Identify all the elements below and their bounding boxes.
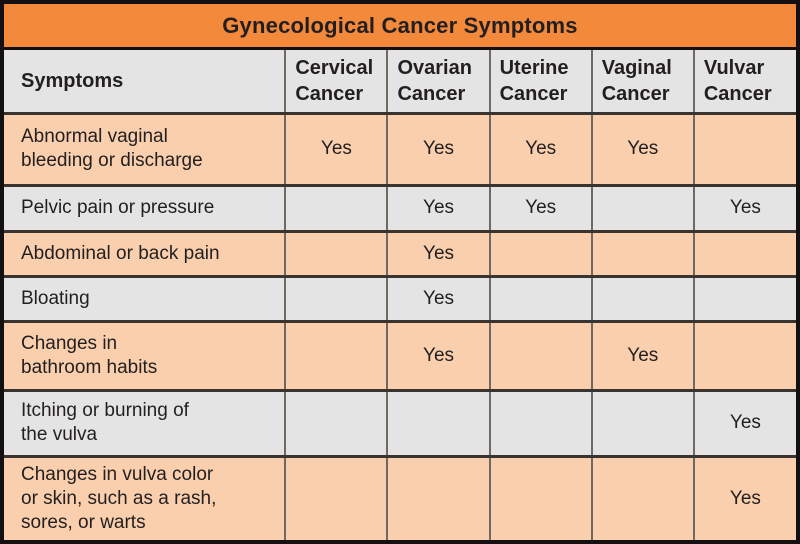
cell-vaginal-cancer (590, 231, 694, 276)
symptom-label: Pelvic pain or pressure (4, 185, 286, 231)
table-row: Abnormal vaginal bleeding or discharge Y… (4, 113, 796, 185)
cell-uterine-cancer (488, 276, 592, 321)
symptom-label: Abdominal or back pain (4, 231, 286, 276)
symptom-label: Abnormal vaginal bleeding or discharge (4, 113, 286, 185)
page-title: Gynecological Cancer Symptoms (222, 12, 578, 38)
cell-cervical-cancer (284, 276, 388, 321)
cell-ovarian-cancer: Yes (386, 185, 490, 231)
column-header-symptoms: Symptoms (4, 50, 286, 115)
cell-uterine-cancer (488, 390, 592, 456)
cell-ovarian-cancer: Yes (386, 113, 490, 185)
cell-vulvar-cancer: Yes (692, 185, 796, 231)
table-row: Changes in vulva color or skin, such as … (4, 456, 796, 540)
cell-vulvar-cancer: Yes (692, 456, 796, 540)
symptoms-table: Symptoms Cervical Cancer Ovarian Cancer Ut… (4, 50, 796, 540)
cell-vulvar-cancer (692, 276, 796, 321)
cell-uterine-cancer: Yes (488, 113, 592, 185)
column-header-cervical-cancer: Cervical Cancer (284, 50, 388, 115)
cell-cervical-cancer (284, 390, 388, 456)
cell-ovarian-cancer: Yes (386, 321, 490, 390)
cell-cervical-cancer (284, 231, 388, 276)
column-header-vaginal-cancer: Vaginal Cancer (590, 50, 694, 115)
symptom-label: Bloating (4, 276, 286, 321)
table-row: Bloating Yes (4, 276, 796, 321)
header-row: Symptoms Cervical Cancer Ovarian Cancer Ut… (4, 50, 796, 115)
table-row: Abdominal or back pain Yes (4, 231, 796, 276)
cell-vulvar-cancer (692, 321, 796, 390)
cell-cervical-cancer (284, 185, 388, 231)
cell-uterine-cancer (488, 231, 592, 276)
cell-vaginal-cancer (590, 185, 694, 231)
symptom-label: Changes in bathroom habits (4, 321, 286, 390)
cell-cervical-cancer (284, 456, 388, 540)
cell-vaginal-cancer (590, 456, 694, 540)
cell-uterine-cancer (488, 321, 592, 390)
table-row: Changes in bathroom habits Yes Yes (4, 321, 796, 390)
cell-ovarian-cancer (386, 390, 490, 456)
column-header-vulvar-cancer: Vulvar Cancer (692, 50, 796, 115)
cell-vaginal-cancer: Yes (590, 113, 694, 185)
cell-cervical-cancer: Yes (284, 113, 388, 185)
cell-vulvar-cancer (692, 113, 796, 185)
table-title-bar: Gynecological Cancer Symptoms (4, 4, 796, 50)
cell-cervical-cancer (284, 321, 388, 390)
cell-uterine-cancer (488, 456, 592, 540)
table-row: Itching or burning of the vulva Yes (4, 390, 796, 456)
cell-vaginal-cancer (590, 390, 694, 456)
cell-ovarian-cancer (386, 456, 490, 540)
cell-uterine-cancer: Yes (488, 185, 592, 231)
cell-ovarian-cancer: Yes (386, 231, 490, 276)
table-row: Pelvic pain or pressure Yes Yes Yes (4, 185, 796, 231)
cell-vulvar-cancer: Yes (692, 390, 796, 456)
column-header-ovarian-cancer: Ovarian Cancer (386, 50, 490, 115)
symptom-label: Itching or burning of the vulva (4, 390, 286, 456)
cell-vulvar-cancer (692, 231, 796, 276)
cell-vaginal-cancer: Yes (590, 321, 694, 390)
symptom-label: Changes in vulva color or skin, such as … (4, 456, 286, 540)
cell-vaginal-cancer (590, 276, 694, 321)
column-header-uterine-cancer: Uterine Cancer (488, 50, 592, 115)
cell-ovarian-cancer: Yes (386, 276, 490, 321)
